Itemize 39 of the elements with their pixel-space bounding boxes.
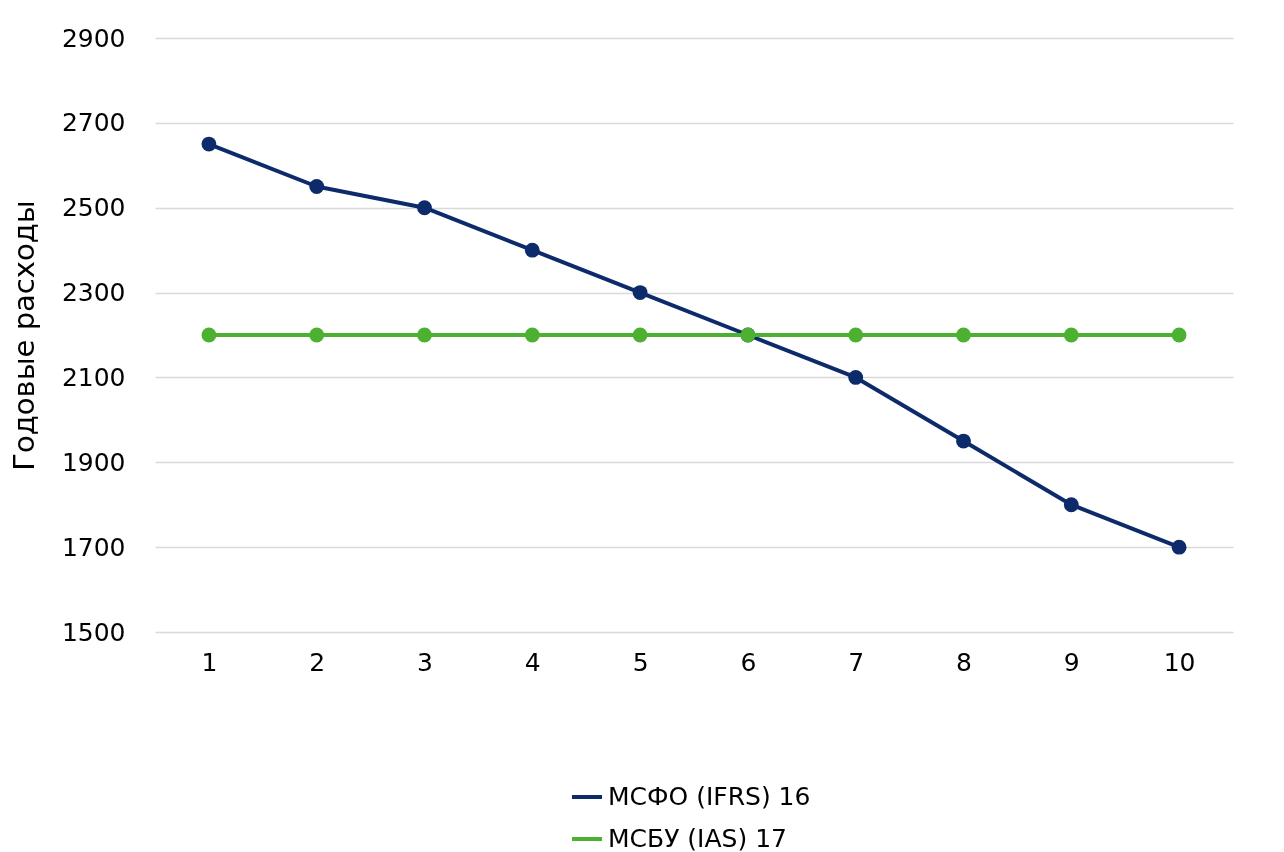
- point: [201, 327, 217, 343]
- point: [848, 327, 864, 343]
- point: [1063, 497, 1079, 513]
- y-tick-label: 1700: [61, 532, 126, 562]
- point: [1171, 327, 1187, 343]
- point: [417, 327, 432, 343]
- x-tick-label: 3: [417, 647, 433, 677]
- x-tick-label: 7: [848, 647, 865, 677]
- point: [201, 136, 217, 152]
- x-tick-label: 8: [956, 647, 972, 677]
- point: [417, 200, 432, 216]
- point: [956, 433, 971, 449]
- point: [524, 242, 540, 258]
- point: [1063, 327, 1079, 343]
- x-tick-label: 10: [1163, 647, 1196, 677]
- point: [309, 179, 325, 194]
- point: [956, 327, 971, 343]
- y-tick-label: 1900: [61, 447, 126, 477]
- point: [632, 285, 648, 300]
- y-tick-label: 2500: [61, 193, 126, 223]
- x-tick-label: 6: [740, 647, 757, 677]
- y-axis-title: Годовые расходы: [6, 200, 41, 471]
- point: [309, 327, 325, 343]
- x-tick-label: 1: [201, 647, 218, 677]
- x-tick-label: 2: [309, 647, 326, 677]
- y-tick-label: 2100: [61, 362, 126, 392]
- legend-label: МСБУ (IAS) 17: [608, 824, 787, 852]
- point: [632, 327, 648, 343]
- y-tick-label: 1500: [61, 617, 126, 647]
- legend-label: МСФО (IFRS) 16: [608, 782, 811, 811]
- point: [524, 327, 540, 343]
- x-tick-label: 4: [524, 647, 541, 677]
- point: [1171, 539, 1187, 555]
- y-tick-label: 2700: [61, 108, 126, 138]
- y-tick-label: 2900: [61, 23, 126, 53]
- x-tick-label: 9: [1063, 647, 1080, 677]
- y-tick-label: 2300: [61, 278, 126, 308]
- x-tick-label: 5: [632, 647, 649, 677]
- point: [848, 370, 864, 385]
